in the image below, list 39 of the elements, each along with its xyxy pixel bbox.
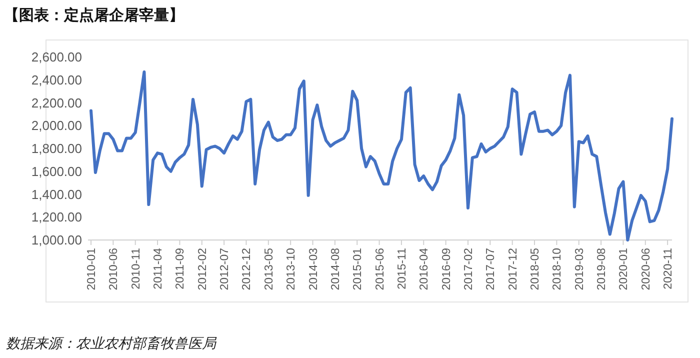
y-tick-label: 1,600.00 xyxy=(31,164,82,179)
x-tick-label: 2012-07 xyxy=(219,248,232,290)
x-tick-label: 2014-08 xyxy=(330,248,342,290)
y-tick-label: 1,400.00 xyxy=(31,186,82,202)
line-series xyxy=(90,70,674,242)
x-tick-label: 2020-06 xyxy=(640,248,652,290)
x-tick-label: 2017-12 xyxy=(507,248,520,290)
x-tick-label: 2020-11 xyxy=(662,248,675,290)
x-tick-label: 2013-05 xyxy=(263,248,276,290)
x-tick-label: 2017-02 xyxy=(462,248,475,290)
x-tick-label: 2010-01 xyxy=(86,248,98,290)
x-tick-label: 2011-09 xyxy=(174,248,187,290)
y-tick-label: 2,200.00 xyxy=(31,95,82,110)
x-tick-label: 2019-08 xyxy=(596,248,608,290)
x-tick-label: 2012-02 xyxy=(196,248,209,290)
x-tick-label: 2011-04 xyxy=(152,247,165,290)
x-tick-label: 2018-10 xyxy=(552,248,564,290)
y-tick-label: 2,000.00 xyxy=(31,118,82,134)
x-tick-label: 2020-01 xyxy=(618,248,630,290)
y-tick-label: 2,400.00 xyxy=(31,72,82,88)
y-tick-label: 1,000.00 xyxy=(31,232,82,248)
x-tick-label: 2015-06 xyxy=(374,248,386,290)
x-tick-label: 2010-06 xyxy=(108,248,120,290)
x-tick-label: 2015-11 xyxy=(396,248,408,290)
y-tick-label: 1,800.00 xyxy=(31,141,82,156)
x-tick-label: 2015-01 xyxy=(352,248,364,290)
x-tick-label: 2018-05 xyxy=(530,248,542,290)
x-tick-label: 2012-12 xyxy=(241,248,254,290)
source-note: 数据来源：农业农村部畜牧兽医局 xyxy=(6,335,217,351)
x-tick-label: 2013-10 xyxy=(286,248,298,290)
chart-title: 【图表：定点屠企屠宰量】 xyxy=(4,6,184,24)
x-tick-label: 2016-09 xyxy=(440,248,453,290)
x-tick-label: 2019-03 xyxy=(574,248,586,290)
y-tick-label: 1,200.00 xyxy=(31,210,82,225)
x-tick-label: 2014-03 xyxy=(308,248,320,290)
x-tick-label: 2010-11 xyxy=(130,248,142,290)
y-tick-label: 2,600.00 xyxy=(31,50,82,65)
x-tick-label: 2016-04 xyxy=(418,247,431,290)
x-tick-label: 2017-07 xyxy=(485,248,498,290)
